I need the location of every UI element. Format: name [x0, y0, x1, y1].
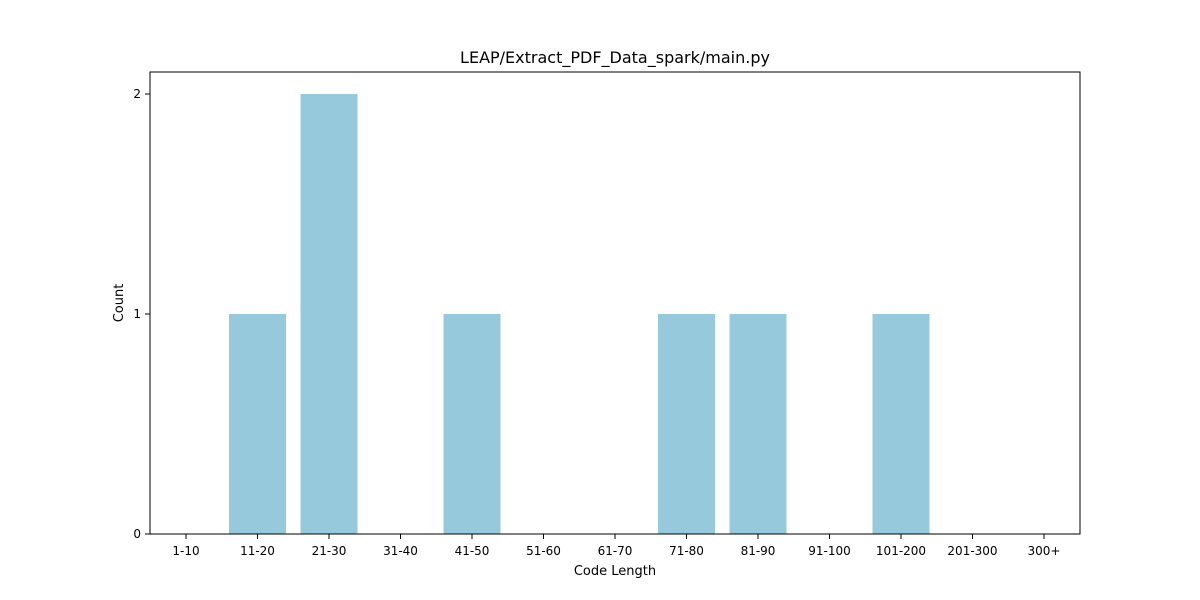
x-tick-label-12: 300+ — [1028, 544, 1061, 558]
x-tick-label-0: 1-10 — [172, 544, 199, 558]
x-tick-label-7: 71-80 — [669, 544, 704, 558]
x-tick-label-2: 21-30 — [312, 544, 347, 558]
y-tick-label-2: 2 — [133, 87, 141, 101]
x-tick-label-9: 91-100 — [808, 544, 851, 558]
x-tick-label-3: 31-40 — [383, 544, 418, 558]
plot-area-frame — [149, 71, 1081, 535]
y-axis-label: Count — [112, 284, 127, 323]
bar-10 — [872, 314, 930, 534]
y-tick-label-0: 0 — [133, 527, 141, 541]
bars-layer — [229, 94, 930, 534]
chart-title: LEAP/Extract_PDF_Data_spark/main.py — [460, 48, 770, 68]
x-tick-label-10: 101-200 — [876, 544, 926, 558]
x-tick-label-5: 51-60 — [526, 544, 561, 558]
bar-8 — [729, 314, 787, 534]
bar-4 — [443, 314, 501, 534]
x-tick-label-8: 81-90 — [741, 544, 776, 558]
x-tick-label-1: 11-20 — [240, 544, 275, 558]
x-tick-label-11: 201-300 — [947, 544, 997, 558]
y-axis: 0 1 2 — [133, 87, 150, 541]
x-tick-label-4: 41-50 — [455, 544, 490, 558]
bar-2 — [300, 94, 358, 534]
bar-7 — [658, 314, 715, 534]
x-tick-label-6: 61-70 — [598, 544, 633, 558]
x-axis: 1-10 11-20 21-30 31-40 41-50 51-60 61-70 71-80 8… — [172, 534, 1060, 558]
bar-1 — [229, 314, 286, 534]
y-tick-label-1: 1 — [133, 307, 141, 321]
x-axis-label: Code Length — [574, 564, 656, 579]
